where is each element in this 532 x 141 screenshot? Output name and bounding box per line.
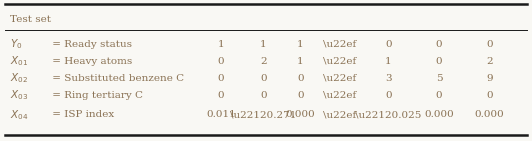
Text: $\mathit{X}_{03}$: $\mathit{X}_{03}$ — [10, 88, 28, 102]
Text: \u22ef: \u22ef — [323, 110, 356, 119]
Text: 0: 0 — [260, 74, 267, 83]
Text: = Ready status: = Ready status — [49, 40, 132, 49]
Text: 0: 0 — [297, 74, 304, 83]
Text: 1: 1 — [297, 40, 304, 49]
Text: 0: 0 — [436, 40, 442, 49]
Text: 9: 9 — [486, 74, 493, 83]
Text: \u22ef: \u22ef — [323, 74, 356, 83]
Text: 0: 0 — [486, 40, 493, 49]
Text: $\mathit{X}_{04}$: $\mathit{X}_{04}$ — [10, 108, 28, 122]
Text: 2: 2 — [260, 57, 267, 66]
Text: $\mathit{X}_{02}$: $\mathit{X}_{02}$ — [10, 71, 28, 85]
Text: \u22ef: \u22ef — [323, 91, 356, 100]
Text: \u22120.271: \u22120.271 — [230, 110, 296, 119]
Text: 0.000: 0.000 — [286, 110, 315, 119]
Text: 0: 0 — [218, 57, 224, 66]
Text: 1: 1 — [297, 57, 304, 66]
Text: = ISP index: = ISP index — [49, 110, 114, 119]
Text: 0: 0 — [297, 91, 304, 100]
Text: \u22ef: \u22ef — [323, 40, 356, 49]
Text: \u22120.025: \u22120.025 — [355, 110, 421, 119]
Text: 1: 1 — [385, 57, 392, 66]
Text: $\mathit{Y}_{0}$: $\mathit{Y}_{0}$ — [10, 38, 22, 51]
Text: 1: 1 — [260, 40, 267, 49]
Text: \u22ef: \u22ef — [323, 57, 356, 66]
Text: 0: 0 — [385, 40, 392, 49]
Text: = Substituted benzene C: = Substituted benzene C — [49, 74, 184, 83]
Text: 2: 2 — [486, 57, 493, 66]
Text: $\mathit{X}_{01}$: $\mathit{X}_{01}$ — [10, 54, 28, 68]
Text: 0: 0 — [218, 74, 224, 83]
Text: 5: 5 — [436, 74, 442, 83]
Text: 0.000: 0.000 — [475, 110, 504, 119]
Text: 0: 0 — [218, 91, 224, 100]
Text: 1: 1 — [218, 40, 224, 49]
Text: 0.011: 0.011 — [206, 110, 236, 119]
Text: = Heavy atoms: = Heavy atoms — [49, 57, 132, 66]
Text: 0: 0 — [385, 91, 392, 100]
Text: 0: 0 — [436, 91, 442, 100]
Text: 0.000: 0.000 — [424, 110, 454, 119]
Text: 0: 0 — [436, 57, 442, 66]
Text: Test set: Test set — [10, 15, 51, 24]
Text: 0: 0 — [260, 91, 267, 100]
Text: 0: 0 — [486, 91, 493, 100]
Text: 3: 3 — [385, 74, 392, 83]
Text: = Ring tertiary C: = Ring tertiary C — [49, 91, 143, 100]
